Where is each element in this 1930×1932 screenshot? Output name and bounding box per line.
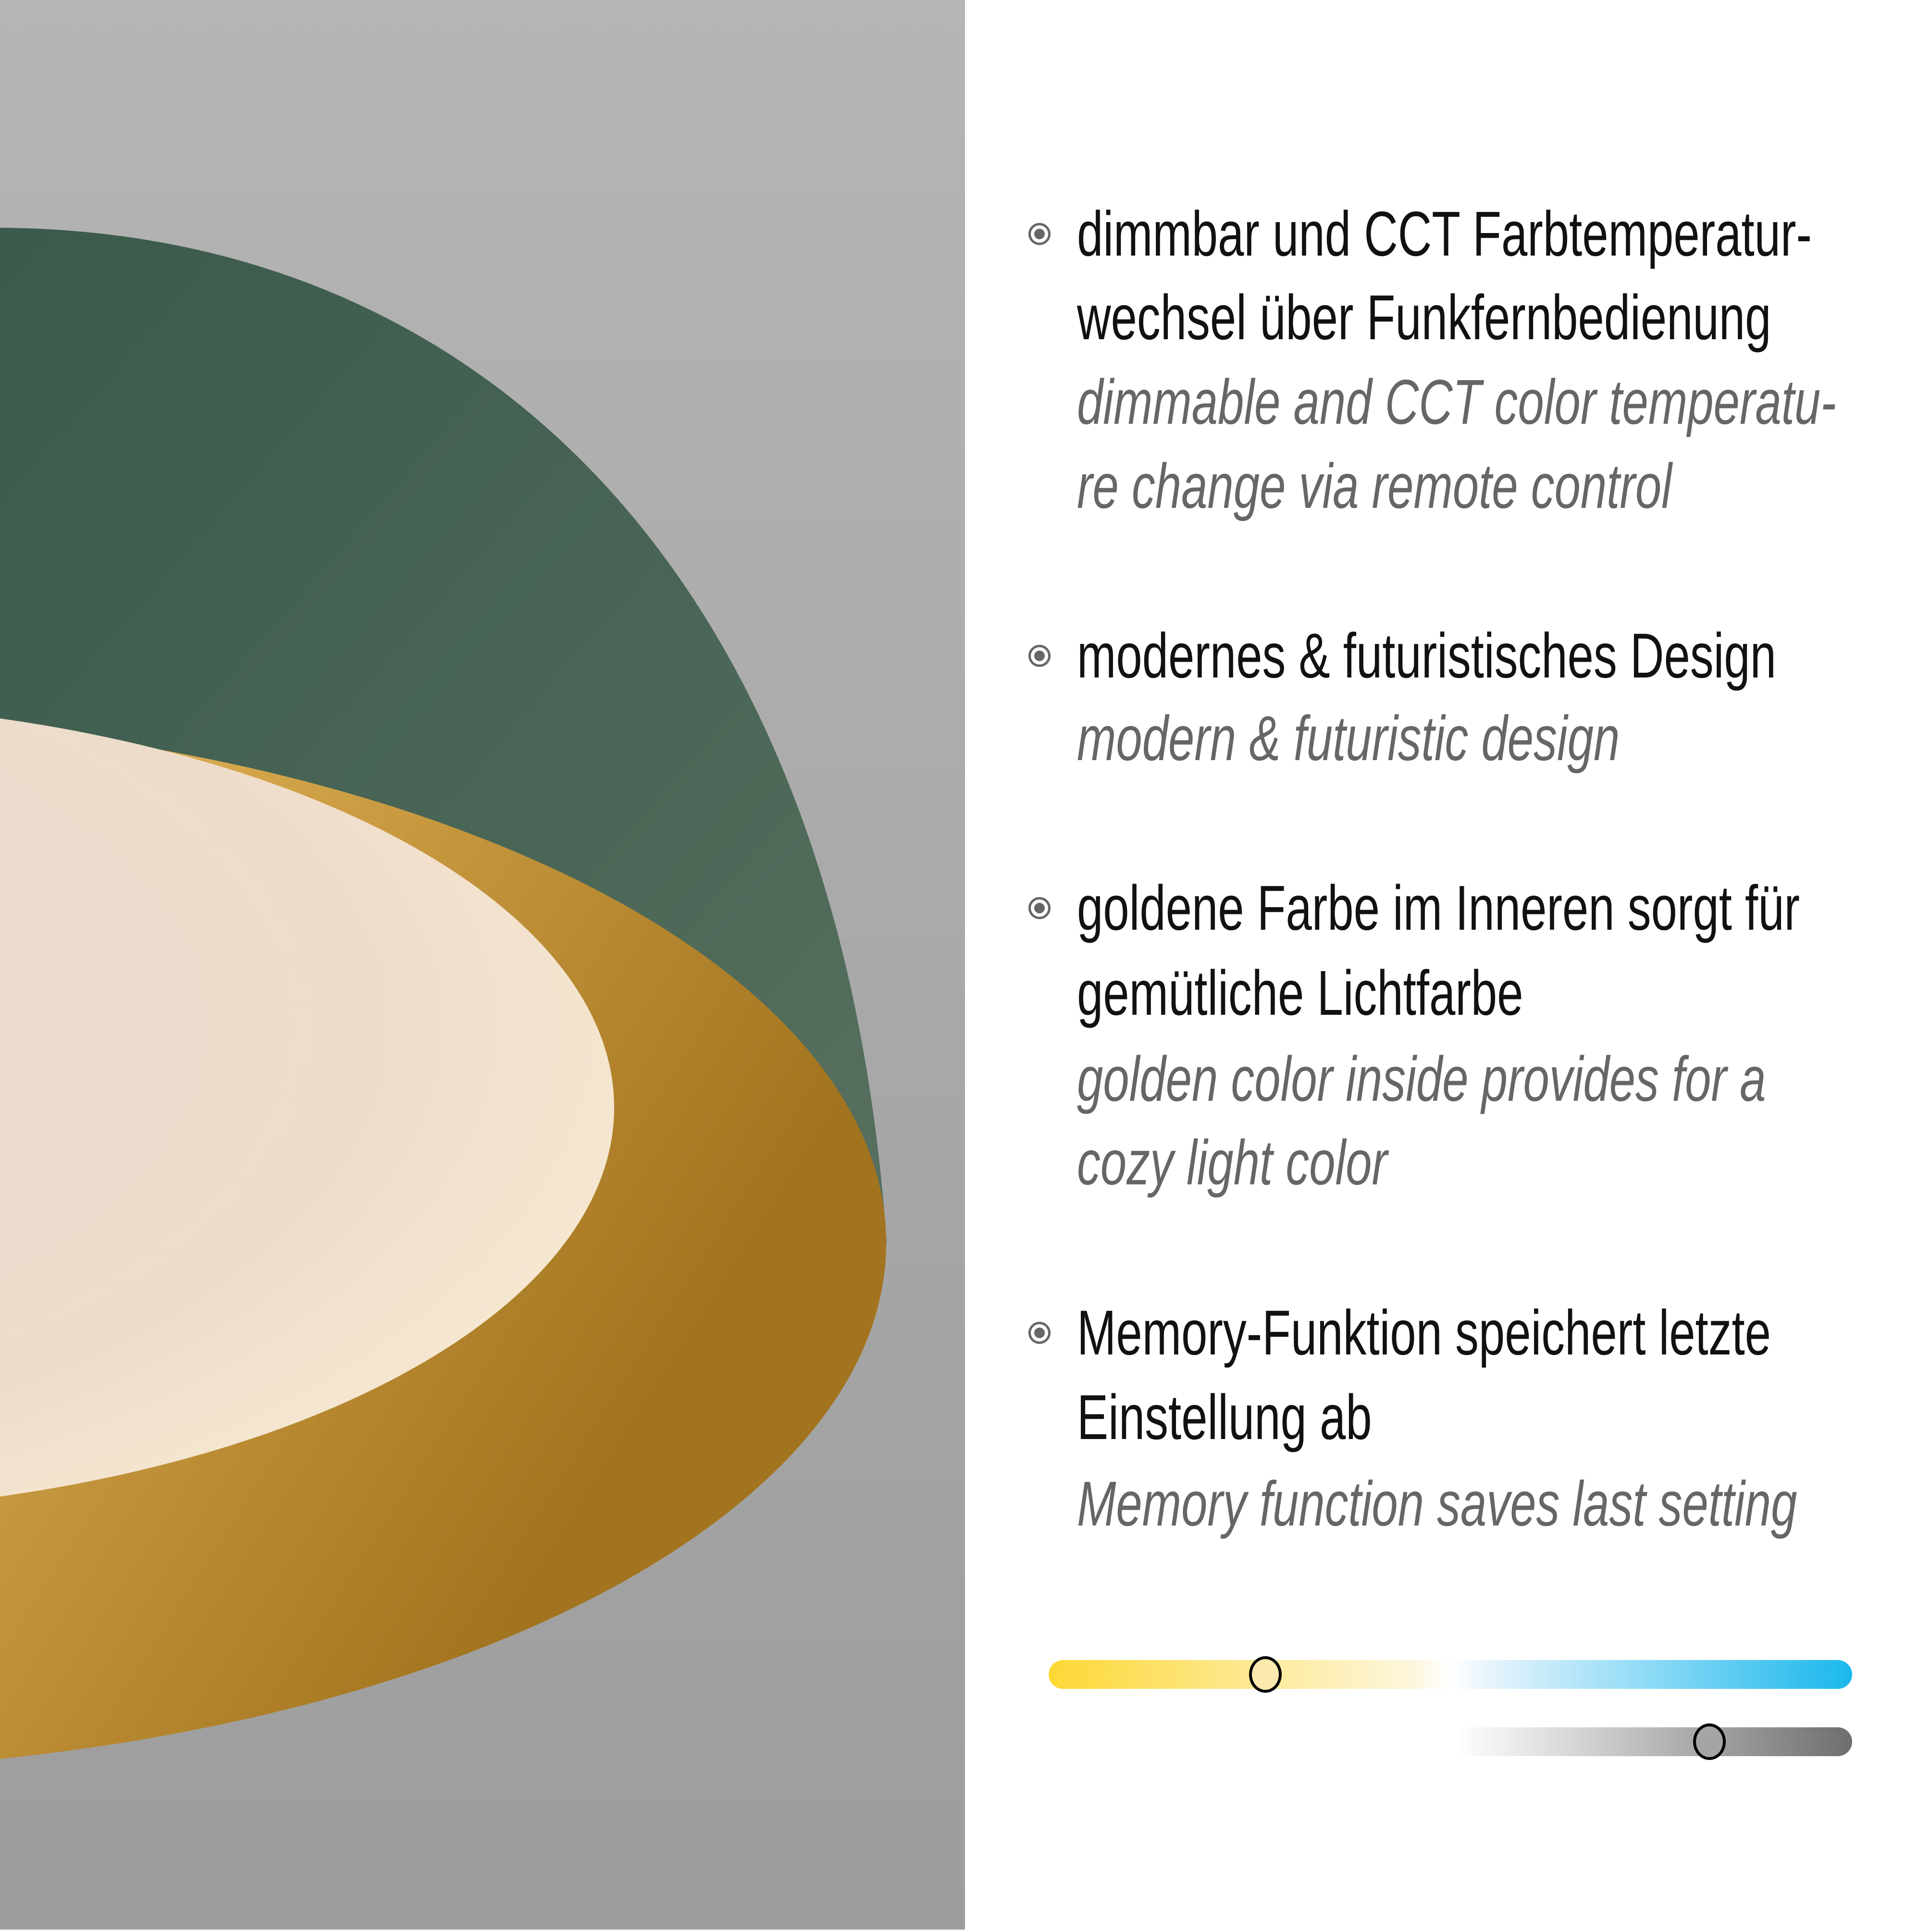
feature-3-en-line-1: golden color inside provides for a <box>1077 1044 1766 1114</box>
color-temperature-slider[interactable] <box>1049 1656 1852 1693</box>
feature-1-de-line-2: wechsel über Funkfernbedienung <box>1077 282 1771 353</box>
feature-2-en-line-1: modern & futuristic design <box>1077 703 1620 774</box>
feature-3-de-line-2: gemütliche Lichtfarbe <box>1077 958 1523 1028</box>
feature-1-en-line-2: re change via remote control <box>1077 451 1672 521</box>
feature-4-de-line-1: Memory-Funktion speichert letzte <box>1077 1297 1771 1368</box>
lamp-diffuser <box>0 718 614 1497</box>
ceiling-lamp-image <box>0 0 965 1930</box>
feature-1-en-line-1: dimmable and CCT color temperatu- <box>1077 367 1836 437</box>
feature-3-de-line-1: goldene Farbe im Inneren sorgt für <box>1077 873 1800 943</box>
product-photo <box>0 0 965 1930</box>
feature-4-en-line-1: Memory function saves last setting <box>1077 1468 1797 1539</box>
brightness-slider[interactable] <box>1456 1723 1852 1760</box>
color-temperature-slider-handle[interactable] <box>1249 1656 1282 1693</box>
feature-2-de-line-1: modernes & futuristisches Design <box>1077 620 1777 691</box>
feature-3-en-line-2: cozy light color <box>1077 1127 1388 1198</box>
radio-bullet-icon <box>1028 223 1051 245</box>
brightness-slider-handle[interactable] <box>1693 1723 1726 1760</box>
radio-bullet-icon <box>1028 897 1051 919</box>
feature-panel: dimmbar und CCT Farbtemperatur- wechsel … <box>965 0 1930 1930</box>
radio-bullet-icon <box>1028 645 1051 667</box>
feature-1-de-line-1: dimmbar und CCT Farbtemperatur- <box>1077 198 1812 269</box>
radio-bullet-icon <box>1028 1322 1051 1344</box>
feature-4-de-line-2: Einstellung ab <box>1077 1382 1372 1452</box>
